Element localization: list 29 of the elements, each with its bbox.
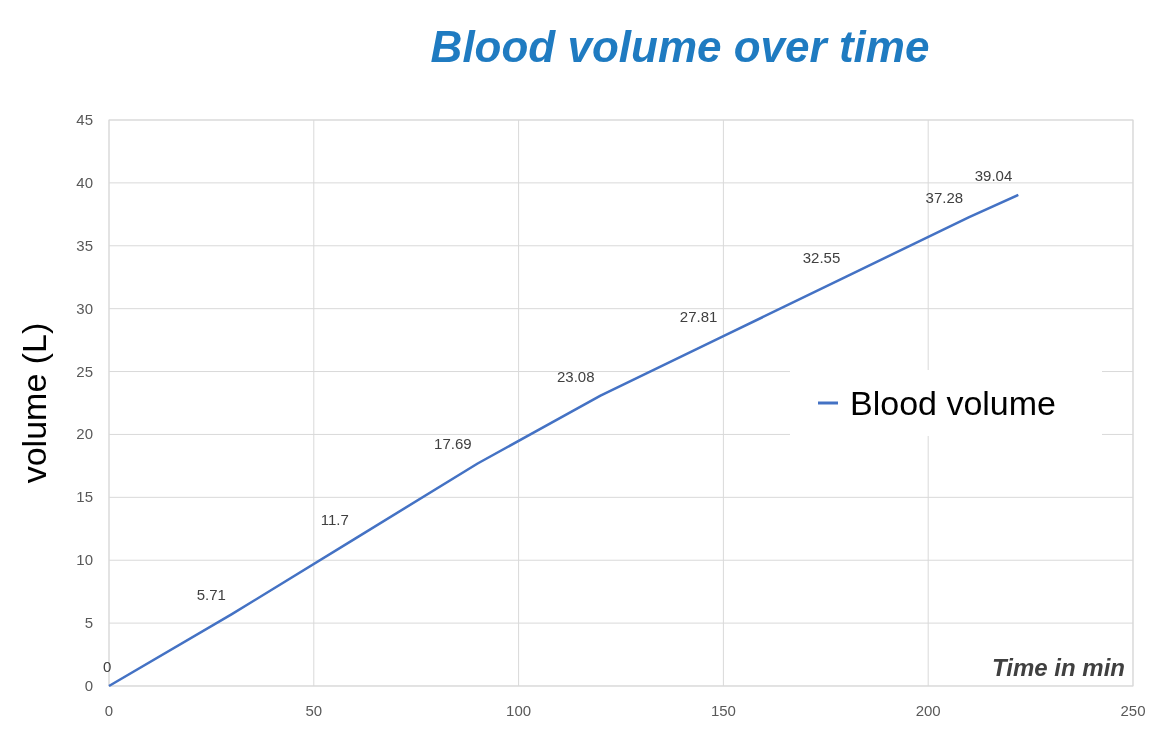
y-tick-label: 35: [76, 236, 93, 254]
data-label: 23.08: [556, 367, 595, 385]
x-tick-label: 50: [305, 702, 323, 719]
data-label: 37.28: [925, 189, 964, 207]
y-tick-label: 45: [76, 111, 93, 128]
y-axis-title: volume (L): [15, 322, 53, 484]
x-tick-label: 150: [710, 702, 736, 719]
y-tick-label: 25: [76, 362, 93, 380]
data-label: 27.81: [679, 308, 718, 326]
data-label: 32.55: [802, 248, 841, 266]
y-tick-label: 0: [84, 677, 93, 694]
chart-title: Blood volume over time: [430, 22, 930, 71]
data-label: 5.71: [196, 586, 226, 604]
data-label: 11.7: [320, 510, 349, 528]
x-tick-label: 200: [915, 702, 941, 719]
y-tick-label: 10: [76, 551, 93, 569]
y-tick-label: 30: [76, 299, 93, 317]
x-axis-title: Time in min: [992, 654, 1125, 681]
y-tick-label: 15: [76, 488, 93, 506]
y-tick-label: 40: [76, 173, 93, 191]
x-tick-label: 100: [506, 702, 532, 719]
x-tick-label: 250: [1120, 702, 1146, 719]
x-tick-label: 0: [104, 702, 114, 719]
legend-label: Blood volume: [850, 384, 1057, 422]
y-tick-label: 5: [84, 614, 93, 632]
data-label: 0: [103, 658, 112, 675]
y-tick-label: 20: [76, 425, 93, 443]
data-label: 39.04: [974, 166, 1013, 184]
data-label: 17.69: [434, 435, 472, 453]
